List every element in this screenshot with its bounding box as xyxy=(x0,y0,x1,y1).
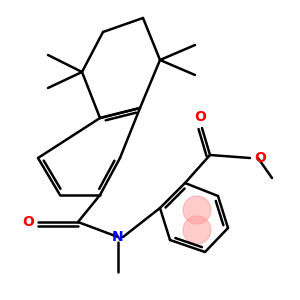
Text: N: N xyxy=(112,230,124,244)
Text: O: O xyxy=(254,151,266,165)
Circle shape xyxy=(183,216,211,244)
Circle shape xyxy=(183,196,211,224)
Text: O: O xyxy=(22,215,34,229)
Text: O: O xyxy=(194,110,206,124)
